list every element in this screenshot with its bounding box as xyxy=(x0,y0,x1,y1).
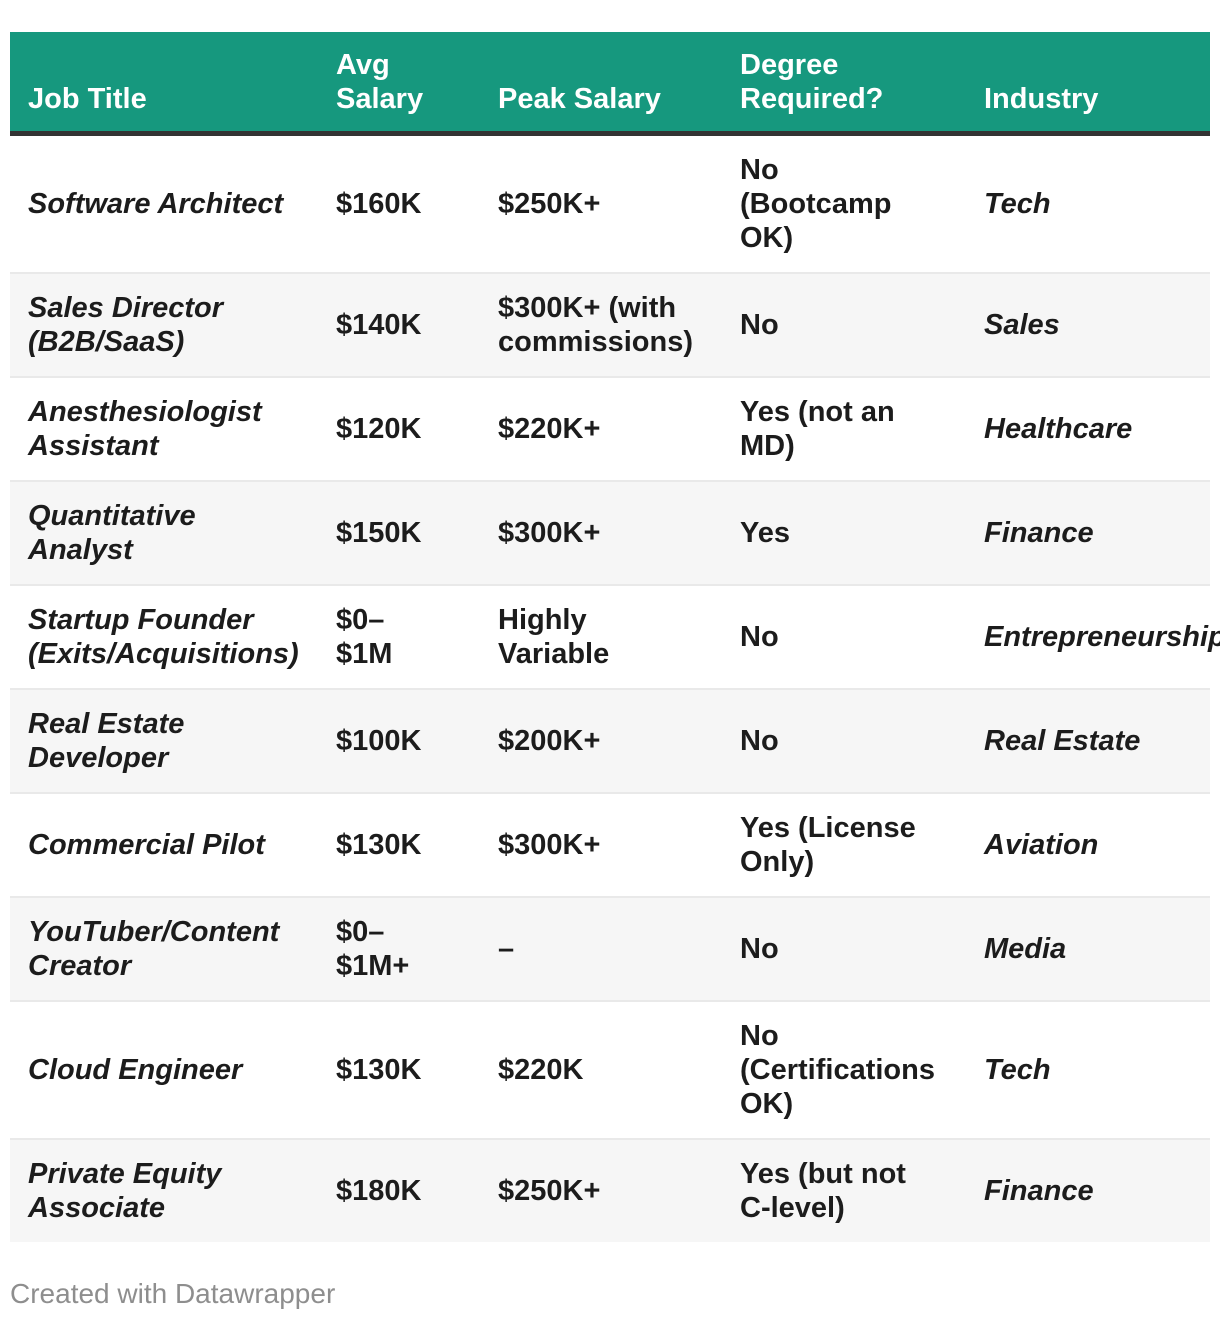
cell-peak-salary: – xyxy=(498,933,515,965)
cell-job-title: Anesthesiologist Assistant xyxy=(28,396,262,462)
cell-industry: Media xyxy=(984,933,1067,965)
cell-avg-salary: $120K xyxy=(336,413,422,445)
cell-job-title: Commercial Pilot xyxy=(28,829,265,861)
cell-degree-required: No xyxy=(740,621,779,653)
cell-peak-salary: $300K+ (with commissions) xyxy=(498,292,693,358)
cell-degree-required: No xyxy=(740,933,779,965)
table-row: Quantitative Analyst $150K $300K+ Yes Fi… xyxy=(10,481,1210,585)
cell-degree-required: No (Bootcamp OK) xyxy=(740,154,892,254)
column-header-avg-salary: Avg Salary xyxy=(320,32,482,134)
cell-job-title: Software Architect xyxy=(28,188,284,220)
cell-avg-salary: $150K xyxy=(336,517,422,549)
table-row: Startup Founder (Exits/Acquisitions) $0–… xyxy=(10,585,1220,689)
table-row: Cloud Engineer $130K $220K No (Certifica… xyxy=(10,1001,1210,1139)
cell-avg-salary: $100K xyxy=(336,725,422,757)
cell-industry: Healthcare xyxy=(984,413,1133,445)
cell-job-title: Quantitative Analyst xyxy=(28,500,196,566)
cell-industry: Sales xyxy=(984,309,1060,341)
datawrapper-credit: Created with Datawrapper xyxy=(10,1278,336,1309)
cell-industry: Tech xyxy=(984,1054,1051,1086)
cell-job-title: Real Estate Developer xyxy=(28,708,185,774)
cell-job-title: Sales Director (B2B/SaaS) xyxy=(28,292,224,358)
cell-peak-salary: $200K+ xyxy=(498,725,601,757)
cell-degree-required: No xyxy=(740,725,779,757)
cell-avg-salary: $130K xyxy=(336,1054,422,1086)
cell-degree-required: No xyxy=(740,309,779,341)
cell-industry: Aviation xyxy=(984,829,1099,861)
cell-avg-salary: $130K xyxy=(336,829,422,861)
cell-avg-salary: $0– $1M+ xyxy=(336,916,410,982)
table-body: Software Architect $160K $250K+ No (Boot… xyxy=(10,134,1220,1242)
column-header-industry: Industry xyxy=(968,32,1210,134)
cell-peak-salary: $220K+ xyxy=(498,413,601,445)
cell-peak-salary: Highly Variable xyxy=(498,604,610,670)
cell-peak-salary: $250K+ xyxy=(498,188,601,220)
cell-avg-salary: $140K xyxy=(336,309,422,341)
column-header-degree-required: Degree Required? xyxy=(724,32,968,134)
cell-job-title: Cloud Engineer xyxy=(28,1054,243,1086)
cell-degree-required: Yes (not an MD) xyxy=(740,396,895,462)
table-row: Sales Director (B2B/SaaS) $140K $300K+ (… xyxy=(10,273,1210,377)
cell-job-title: Startup Founder (Exits/Acquisitions) xyxy=(28,604,299,670)
cell-avg-salary: $160K xyxy=(336,188,422,220)
cell-industry: Finance xyxy=(984,517,1094,549)
cell-avg-salary: $180K xyxy=(336,1175,422,1207)
cell-peak-salary: $220K xyxy=(498,1054,584,1086)
cell-degree-required: Yes (but not C-level) xyxy=(740,1158,906,1224)
cell-industry: Tech xyxy=(984,188,1051,220)
cell-job-title: YouTuber/Content Creator xyxy=(28,916,280,982)
cell-industry: Finance xyxy=(984,1175,1094,1207)
cell-industry: Entrepreneurship xyxy=(984,621,1220,653)
table-row: Software Architect $160K $250K+ No (Boot… xyxy=(10,134,1210,274)
header-row: Job Title Avg Salary Peak Salary Degree … xyxy=(10,32,1210,134)
table-row: YouTuber/Content Creator $0– $1M+ – No M… xyxy=(10,897,1210,1001)
table-row: Private Equity Associate $180K $250K+ Ye… xyxy=(10,1139,1210,1242)
salary-comparison-table: Job Title Avg Salary Peak Salary Degree … xyxy=(10,32,1220,1242)
cell-peak-salary: $300K+ xyxy=(498,829,601,861)
column-header-job-title: Job Title xyxy=(10,32,320,134)
cell-degree-required: Yes (License Only) xyxy=(740,812,916,878)
column-header-peak-salary: Peak Salary xyxy=(482,32,724,134)
table-header: Job Title Avg Salary Peak Salary Degree … xyxy=(10,32,1210,134)
cell-degree-required: No (Certifications OK) xyxy=(740,1020,935,1120)
table-row: Real Estate Developer $100K $200K+ No Re… xyxy=(10,689,1210,793)
cell-avg-salary: $0– $1M xyxy=(336,604,393,670)
cell-degree-required: Yes xyxy=(740,517,790,549)
cell-peak-salary: $300K+ xyxy=(498,517,601,549)
cell-peak-salary: $250K+ xyxy=(498,1175,601,1207)
table-row: Anesthesiologist Assistant $120K $220K+ … xyxy=(10,377,1210,481)
cell-industry: Real Estate xyxy=(984,725,1141,757)
cell-job-title: Private Equity Associate xyxy=(28,1158,222,1224)
table-row: Commercial Pilot $130K $300K+ Yes (Licen… xyxy=(10,793,1210,897)
